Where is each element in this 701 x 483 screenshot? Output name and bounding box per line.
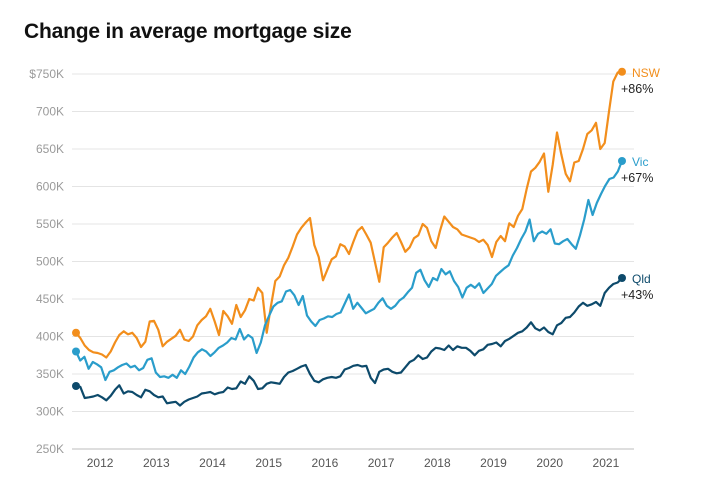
x-tick-label: 2020 bbox=[536, 456, 563, 470]
x-tick-label: 2019 bbox=[480, 456, 507, 470]
nsw-end-point bbox=[618, 67, 626, 76]
y-tick-label: 450K bbox=[36, 292, 64, 306]
x-tick-label: 2016 bbox=[312, 456, 339, 470]
nsw-change-label: +86% bbox=[621, 82, 653, 96]
vic-start-point bbox=[72, 347, 80, 356]
nsw-line bbox=[75, 70, 623, 359]
x-tick-label: 2013 bbox=[143, 456, 170, 470]
gridlines bbox=[72, 73, 634, 450]
qld-line bbox=[75, 277, 623, 407]
qld-start-point bbox=[72, 382, 80, 390]
series-lines bbox=[72, 67, 626, 407]
qld-change-label: +43% bbox=[621, 288, 653, 302]
x-tick-label: 2015 bbox=[255, 456, 282, 470]
y-tick-label: 500K bbox=[36, 255, 64, 269]
y-tick-label: $750K bbox=[29, 67, 64, 81]
nsw-start-point bbox=[72, 328, 80, 337]
vic-end-point bbox=[618, 157, 626, 165]
x-tick-label: 2012 bbox=[87, 456, 114, 470]
qld-series-label: Qld bbox=[632, 272, 651, 286]
y-tick-label: 350K bbox=[36, 367, 64, 381]
vic-series-label: Vic bbox=[632, 155, 648, 169]
qld-end-point bbox=[618, 274, 626, 282]
nsw-series-label: NSW bbox=[632, 66, 661, 80]
series-end-labels: NSW +86% Vic +67% Qld +43% bbox=[621, 66, 661, 302]
y-tick-label: 250K bbox=[36, 442, 64, 456]
x-tick-label: 2018 bbox=[424, 456, 451, 470]
x-tick-label: 2014 bbox=[199, 456, 226, 470]
x-tick-label: 2017 bbox=[368, 456, 395, 470]
chart-title: Change in average mortgage size bbox=[24, 20, 352, 43]
y-tick-label: 550K bbox=[36, 217, 64, 231]
y-tick-label: 650K bbox=[36, 142, 64, 156]
x-tick-label: 2021 bbox=[593, 456, 620, 470]
x-axis-ticks: 2012 2013 2014 2015 2016 2017 2018 2019 2020 2021 bbox=[87, 456, 620, 470]
y-tick-label: 600K bbox=[36, 180, 64, 194]
y-tick-label: 300K bbox=[36, 405, 64, 419]
vic-change-label: +67% bbox=[621, 171, 653, 185]
y-axis-ticks: 250K 300K 350K 400K 450K 500K 550K 600K 650K 700K… bbox=[29, 67, 64, 456]
vic-line bbox=[75, 160, 624, 382]
y-tick-label: 400K bbox=[36, 330, 64, 344]
y-tick-label: 700K bbox=[36, 105, 64, 119]
